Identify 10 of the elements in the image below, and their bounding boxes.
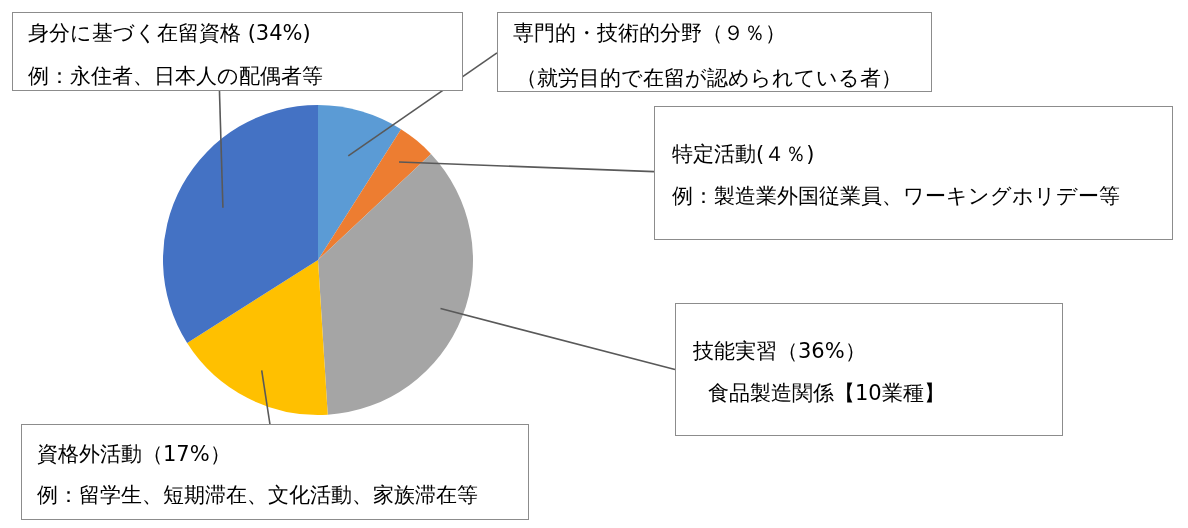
slice-label: 専門的・技術的分野（９％） [513, 21, 786, 45]
callout-box: 技能実習（36%） 食品製造関係【10業種】 [675, 303, 1063, 436]
callout-box: 専門的・技術的分野（９％） （就労目的で在留が認められている者） [497, 12, 932, 92]
slice-label: 資格外活動（17%） [37, 442, 231, 466]
callout-box: 身分に基づく在留資格 (34%) 例：永住者、日本人の配偶者等 [12, 12, 463, 91]
callout-box: 特定活動(４％) 例：製造業外国従業員、ワーキングホリデー等 [654, 106, 1173, 240]
slice-label: 特定活動(４％) [672, 142, 815, 166]
callout-box: 資格外活動（17%） 例：留学生、短期滞在、文化活動、家族滞在等 [21, 424, 529, 520]
slice-label: 身分に基づく在留資格 (34%) [28, 21, 311, 45]
slice-label: 技能実習（36%） [693, 339, 866, 363]
